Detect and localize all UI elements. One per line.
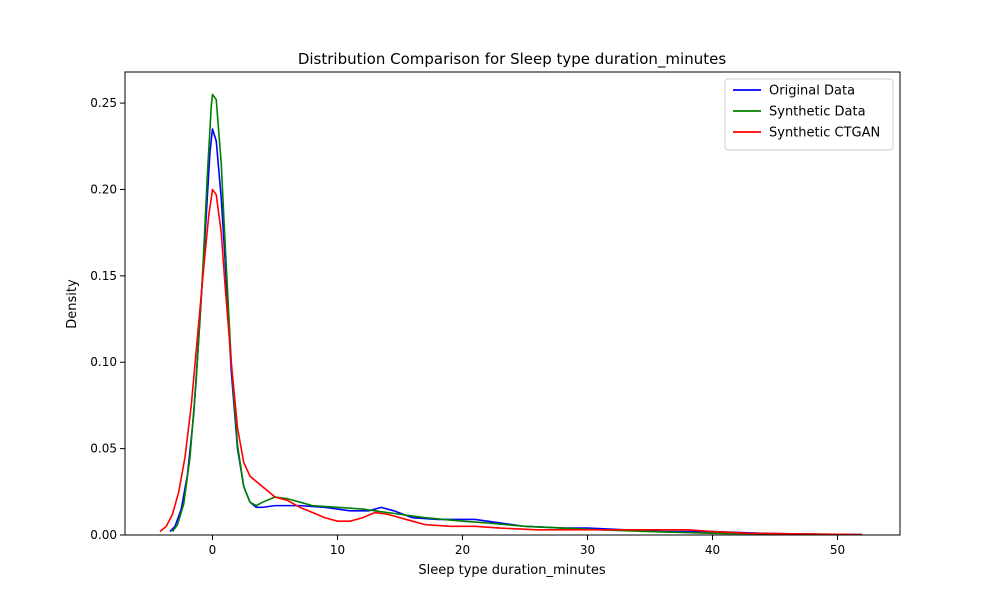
y-tick-label: 0.05 bbox=[90, 442, 117, 456]
y-tick-label: 0.25 bbox=[90, 96, 117, 110]
series-line-2 bbox=[171, 93, 863, 536]
x-tick-label: 0 bbox=[209, 543, 217, 557]
legend: Original Data Synthetic Data Synthetic CTG… bbox=[724, 78, 894, 151]
x-tick-label: 10 bbox=[330, 543, 345, 557]
x-tick-label: 50 bbox=[830, 543, 845, 557]
y-tick-label: 0.15 bbox=[90, 269, 117, 283]
series-layer bbox=[159, 93, 863, 536]
x-tick-label: 20 bbox=[455, 543, 470, 557]
y-axis: 0.00 0.05 0.10 0.15 0.20 0.25 bbox=[90, 96, 125, 542]
legend-label: Synthetic CTGAN bbox=[769, 126, 880, 141]
plot-area bbox=[124, 71, 901, 536]
legend-label: Original Data bbox=[769, 84, 855, 99]
x-axis-label: Sleep type duration_minutes bbox=[418, 563, 605, 578]
legend-box bbox=[724, 78, 894, 151]
y-axis-label: Density bbox=[65, 279, 80, 329]
x-tick-label: 40 bbox=[705, 543, 720, 557]
x-axis: 0 10 20 30 40 50 bbox=[209, 535, 845, 557]
legend-label: Synthetic Data bbox=[769, 105, 866, 120]
series-line-1 bbox=[169, 128, 863, 536]
series-line-3 bbox=[159, 188, 863, 536]
y-tick-label: 0.00 bbox=[90, 528, 117, 542]
x-tick-label: 30 bbox=[580, 543, 595, 557]
y-tick-label: 0.10 bbox=[90, 355, 117, 369]
chart-title: Distribution Comparison for Sleep type d… bbox=[298, 50, 726, 69]
y-tick-label: 0.20 bbox=[90, 182, 117, 196]
